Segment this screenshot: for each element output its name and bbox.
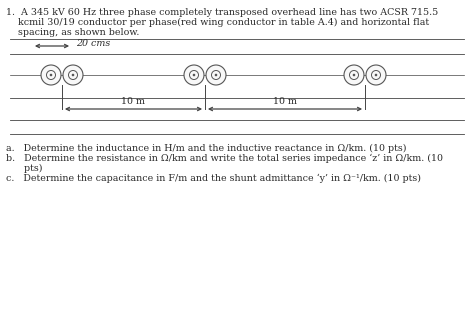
- Text: 10 m: 10 m: [273, 97, 297, 106]
- Text: pts): pts): [6, 164, 43, 173]
- Circle shape: [372, 70, 381, 80]
- Circle shape: [353, 74, 356, 76]
- Circle shape: [190, 70, 199, 80]
- Circle shape: [193, 74, 195, 76]
- Text: kcmil 30/19 conductor per phase(red wing conductor in table A.4) and horizontal : kcmil 30/19 conductor per phase(red wing…: [6, 18, 429, 27]
- Text: a.   Determine the inductance in H/m and the inductive reactance in Ω/km. (10 pt: a. Determine the inductance in H/m and t…: [6, 144, 407, 153]
- Circle shape: [72, 74, 74, 76]
- Circle shape: [41, 65, 61, 85]
- Circle shape: [344, 65, 364, 85]
- Circle shape: [215, 74, 217, 76]
- Circle shape: [50, 74, 52, 76]
- Circle shape: [46, 70, 55, 80]
- Circle shape: [184, 65, 204, 85]
- Text: b.   Determine the resistance in Ω/km and write the total series impedance ‘z’ i: b. Determine the resistance in Ω/km and …: [6, 154, 443, 163]
- Text: 20 cms: 20 cms: [76, 39, 110, 47]
- Text: 10 m: 10 m: [121, 97, 146, 106]
- Circle shape: [69, 70, 78, 80]
- Circle shape: [375, 74, 377, 76]
- Text: c.   Determine the capacitance in F/m and the shunt admittance ‘y’ in Ω⁻¹/km. (1: c. Determine the capacitance in F/m and …: [6, 174, 421, 183]
- Circle shape: [366, 65, 386, 85]
- Circle shape: [211, 70, 220, 80]
- Text: spacing, as shown below.: spacing, as shown below.: [6, 28, 139, 37]
- Circle shape: [206, 65, 226, 85]
- Circle shape: [349, 70, 358, 80]
- Text: 1.  A 345 kV 60 Hz three phase completely transposed overhead line has two ACSR : 1. A 345 kV 60 Hz three phase completely…: [6, 8, 438, 17]
- Circle shape: [63, 65, 83, 85]
